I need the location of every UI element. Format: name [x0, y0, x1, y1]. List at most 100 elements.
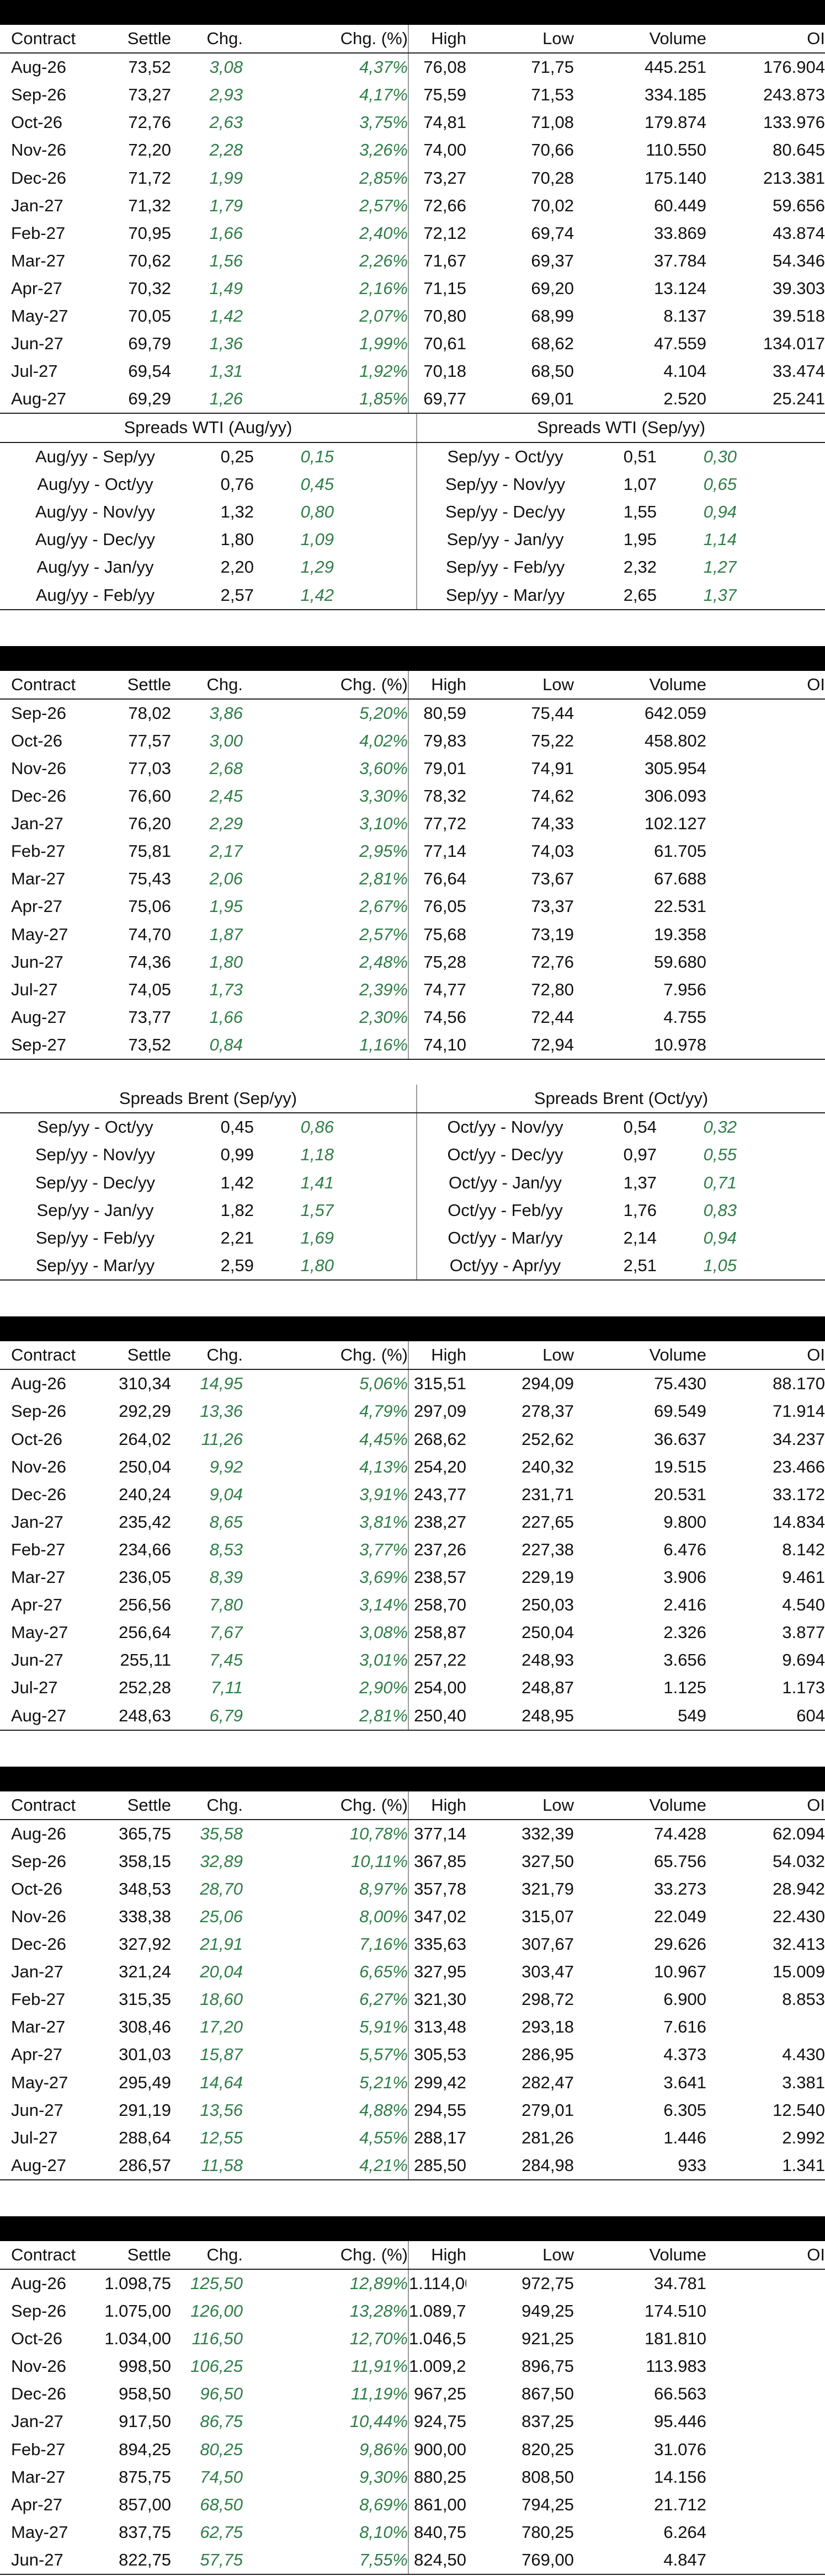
contract-cell: Oct-26 — [11, 1879, 63, 1898]
oi-cell — [706, 1004, 825, 1031]
contract-cell: Mar-27 — [11, 1567, 66, 1587]
chg-pct-cell: 9,86% — [359, 2439, 408, 2459]
chg-cell: 1,73 — [209, 979, 243, 999]
table-row: Aug-27 248,63 6,79 2,81% 250,40 248,95 549 604 — [0, 1702, 825, 1731]
spread-value: 0,54 — [623, 1117, 657, 1137]
low-cell: 808,50 — [521, 2467, 574, 2487]
chg-pct-cell: 3,14% — [359, 1595, 408, 1615]
chg-cell: 8,39 — [209, 1567, 243, 1587]
volume-cell: 6.264 — [663, 2522, 706, 2542]
spread-change: 1,37 — [657, 581, 737, 610]
chg-pct-cell: 3,30% — [359, 786, 408, 806]
high-cell: 299,42 — [408, 2068, 466, 2097]
high-cell: 967,25 — [408, 2380, 466, 2408]
header-low: Low — [466, 1791, 574, 1820]
low-cell: 949,25 — [521, 2301, 574, 2321]
settle-cell: 315,35 — [119, 1990, 171, 2009]
header-row: Contract Settle Chg. Chg. (%) High Low Volume O… — [0, 1791, 825, 1820]
settle-cell: 301,03 — [119, 2045, 171, 2065]
chg-cell: 116,50 — [191, 2329, 243, 2349]
chg-pct-cell: 4,55% — [359, 2127, 408, 2147]
spread-value: 2,59 — [190, 1252, 254, 1281]
spacer — [334, 1224, 417, 1252]
settle-cell: 875,75 — [119, 2467, 171, 2487]
volume-cell: 6.900 — [663, 1990, 706, 2009]
volume-cell: 933 — [574, 2151, 706, 2180]
futures-table-3: Contract Settle Chg. Chg. (%) High Low Volume O… — [0, 1341, 825, 1731]
oi-cell: 3.877 — [782, 1623, 825, 1642]
high-cell: 75,28 — [408, 948, 466, 976]
oi-cell: 39.303 — [773, 278, 825, 298]
oi-cell: 62.094 — [773, 1823, 825, 1843]
low-cell: 298,72 — [521, 1990, 574, 2009]
contract-cell: May-27 — [11, 1623, 68, 1642]
table-row: May-27 837,75 62,75 8,10% 840,75 780,25 6.264 — [0, 2518, 825, 2546]
spread-row: Sep/yy - Nov/yy 0,99 1,18 Oct/yy - Dec/yy 0,… — [0, 1141, 825, 1169]
settle-cell: 69,29 — [91, 385, 171, 414]
oi-cell: 4.540 — [782, 1595, 825, 1615]
oi-cell — [706, 2408, 825, 2435]
oi-cell: 34.237 — [773, 1429, 825, 1449]
spread-value: 2,65 — [593, 581, 657, 610]
chg-cell: 11,58 — [171, 2151, 243, 2180]
spreads-left-title: Spreads Brent (Sep/yy) — [0, 1084, 417, 1114]
low-cell: 68,99 — [531, 306, 574, 326]
low-cell: 293,18 — [521, 2017, 574, 2037]
table-row: Apr-27 70,32 1,49 2,16% 71,15 69,20 13.124 39.3… — [0, 274, 825, 302]
oi-cell: 213.381 — [763, 168, 825, 188]
spread-pair: Oct/yy - Nov/yy — [416, 1113, 594, 1142]
settle-cell: 822,75 — [91, 2546, 171, 2575]
spacer — [737, 442, 825, 471]
spread-pair: Aug/yy - Oct/yy — [37, 474, 153, 494]
volume-cell: 6.305 — [663, 2100, 706, 2120]
oi-cell: 14.834 — [773, 1512, 825, 1532]
table-header: Contract Settle Chg. Chg. (%) High Low Volume O… — [0, 2241, 825, 2270]
contract-cell: May-27 — [11, 924, 68, 944]
chg-cell: 106,25 — [190, 2356, 243, 2376]
contract-cell: Feb-27 — [11, 841, 66, 861]
chg-pct-cell: 2,67% — [359, 897, 408, 916]
low-cell: 73,67 — [531, 869, 574, 889]
settle-cell: 75,81 — [128, 841, 171, 861]
spread-change: 0,30 — [703, 446, 737, 466]
low-cell: 70,66 — [531, 140, 574, 160]
table-row: May-27 74,70 1,87 2,57% 75,68 73,19 19.358 — [0, 920, 825, 948]
chg-pct-cell: 2,07% — [359, 306, 408, 326]
oi-cell — [706, 1031, 825, 1060]
oi-cell: 8.142 — [782, 1539, 825, 1559]
low-cell: 68,50 — [531, 361, 574, 381]
volume-cell: 110.550 — [646, 140, 706, 160]
chg-pct-cell: 3,81% — [359, 1512, 408, 1532]
volume-cell: 95.446 — [654, 2412, 706, 2431]
settle-cell: 74,70 — [128, 924, 171, 944]
contract-cell: Jul-27 — [11, 2127, 58, 2147]
low-cell: 284,98 — [466, 2151, 574, 2180]
low-cell: 240,32 — [521, 1457, 574, 1476]
spread-change: 0,71 — [703, 1172, 737, 1192]
contract-cell: Oct-26 — [11, 1429, 63, 1449]
contract-cell: Sep-26 — [11, 1401, 66, 1421]
high-cell: 824,50 — [408, 2546, 466, 2575]
table-row: Oct-26 72,76 2,63 3,75% 74,81 71,08 179.874 133… — [0, 109, 825, 137]
settle-cell: 958,50 — [119, 2384, 171, 2404]
high-cell: 243,77 — [408, 1480, 466, 1508]
chg-cell: 1,87 — [209, 924, 243, 944]
contract-cell: Jun-27 — [11, 2100, 63, 2120]
spread-change: 0,45 — [300, 474, 334, 494]
oi-cell: 39.518 — [773, 306, 825, 326]
volume-cell: 31.076 — [654, 2439, 706, 2459]
settle-cell: 234,66 — [119, 1539, 171, 1559]
contract-cell: Sep-26 — [11, 1851, 66, 1871]
oi-cell: 33.172 — [773, 1484, 825, 1504]
table-row: Jun-27 74,36 1,80 2,48% 75,28 72,76 59.680 — [0, 948, 825, 976]
chg-cell: 57,75 — [171, 2546, 243, 2575]
table-row: Oct-26 264,02 11,26 4,45% 268,62 252,62 36.637… — [0, 1425, 825, 1453]
low-cell: 248,95 — [466, 1702, 574, 1731]
high-cell: 924,75 — [408, 2408, 466, 2436]
table-row: Jun-27 822,75 57,75 7,55% 824,50 769,00 4.847 — [0, 2546, 825, 2575]
low-cell: 227,38 — [521, 1539, 574, 1559]
spacer — [737, 1197, 825, 1224]
contract-cell: Jul-27 — [11, 361, 58, 381]
spread-pair: Sep/yy - Dec/yy — [35, 1172, 156, 1192]
chg-cell: 68,50 — [200, 2494, 243, 2514]
